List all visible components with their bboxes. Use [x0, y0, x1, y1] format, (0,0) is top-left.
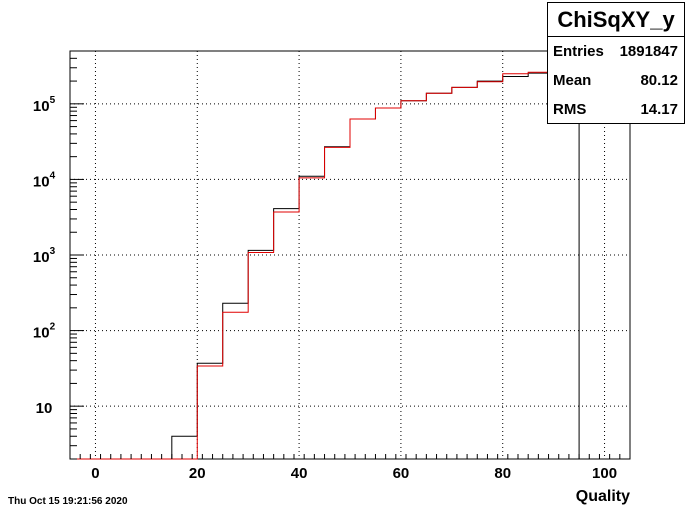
- stats-rms-label: RMS: [553, 101, 587, 118]
- x-axis: 0 20 40 60 80 100: [69, 454, 631, 482]
- x-tick-label: 40: [291, 465, 308, 482]
- x-tick-label: 20: [189, 465, 206, 482]
- y-tick-label: 103: [33, 246, 56, 266]
- stats-rms-row: RMS 14.17: [548, 95, 684, 124]
- y-axis: 10 102 103 104 105: [33, 50, 84, 460]
- timestamp-footer: Thu Oct 15 19:21:56 2020: [8, 496, 128, 507]
- y-tick-label: 10: [36, 400, 53, 417]
- stats-rms-value: 14.17: [640, 101, 678, 118]
- y-tick-label: 104: [33, 170, 56, 190]
- y-tick-label: 105: [33, 95, 56, 115]
- grid-lines: [70, 51, 630, 459]
- stats-box: ChiSqXY_y Entries 1891847 Mean 80.12 RMS…: [547, 2, 685, 124]
- stats-mean-row: Mean 80.12: [548, 66, 684, 95]
- x-tick-label: 0: [91, 465, 99, 482]
- histogram-title: ChiSqXY_y: [548, 3, 684, 37]
- x-axis-title: Quality: [576, 488, 630, 505]
- stats-mean-label: Mean: [553, 72, 592, 89]
- histogram-series-2: [70, 71, 630, 460]
- x-tick-label: 100: [592, 465, 617, 482]
- stats-mean-value: 80.12: [640, 72, 678, 89]
- stats-entries-value: 1891847: [619, 43, 678, 60]
- stats-entries-label: Entries: [553, 43, 604, 60]
- x-tick-label: 80: [494, 465, 511, 482]
- histogram-series: [70, 71, 630, 460]
- stats-entries-row: Entries 1891847: [548, 37, 684, 66]
- y-tick-label: 102: [33, 322, 56, 342]
- x-tick-label: 60: [393, 465, 410, 482]
